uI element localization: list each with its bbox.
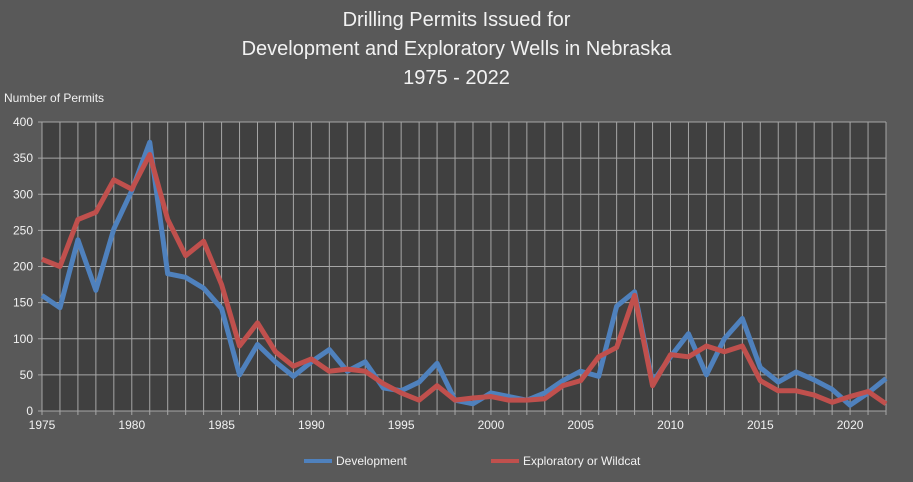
x-tick-label: 2010 — [657, 418, 684, 432]
x-tick-label: 1990 — [298, 418, 325, 432]
chart-title: Drilling Permits Issued for Development … — [0, 6, 913, 93]
y-tick-label: 350 — [13, 151, 33, 165]
y-tick-label: 0 — [26, 404, 33, 418]
legend-swatch-exploratory — [491, 459, 519, 463]
x-tick-label: 2015 — [747, 418, 774, 432]
x-tick-label: 2005 — [567, 418, 594, 432]
y-tick-label: 400 — [13, 115, 33, 129]
title-line-3: 1975 - 2022 — [403, 67, 510, 89]
legend-label-development: Development — [336, 454, 407, 468]
legend-swatch-development — [304, 459, 332, 463]
y-tick-label: 50 — [20, 368, 34, 382]
series-line-development — [40, 139, 888, 408]
y-tick-label: 100 — [13, 332, 33, 346]
x-tick-label: 1985 — [208, 418, 235, 432]
legend-item-development: Development — [304, 454, 407, 468]
y-tick-label: 300 — [13, 187, 33, 201]
y-tick-label: 150 — [13, 296, 33, 310]
x-tick-label: 2020 — [837, 418, 864, 432]
title-line-1: Drilling Permits Issued for — [342, 9, 571, 31]
title-line-2: Development and Exploratory Wells in Neb… — [241, 38, 672, 60]
legend-item-exploratory: Exploratory or Wildcat — [491, 454, 640, 468]
y-tick-label: 200 — [13, 260, 33, 274]
series-line-exploratory — [41, 152, 888, 406]
x-tick-label: 2000 — [478, 418, 505, 432]
y-tick-label: 250 — [13, 223, 33, 237]
y-axis-label: Number of Permits — [4, 91, 105, 105]
x-tick-label: 1975 — [29, 418, 56, 432]
x-tick-label: 1980 — [118, 418, 145, 432]
x-tick-label: 1995 — [388, 418, 415, 432]
legend-label-exploratory: Exploratory or Wildcat — [523, 454, 641, 468]
